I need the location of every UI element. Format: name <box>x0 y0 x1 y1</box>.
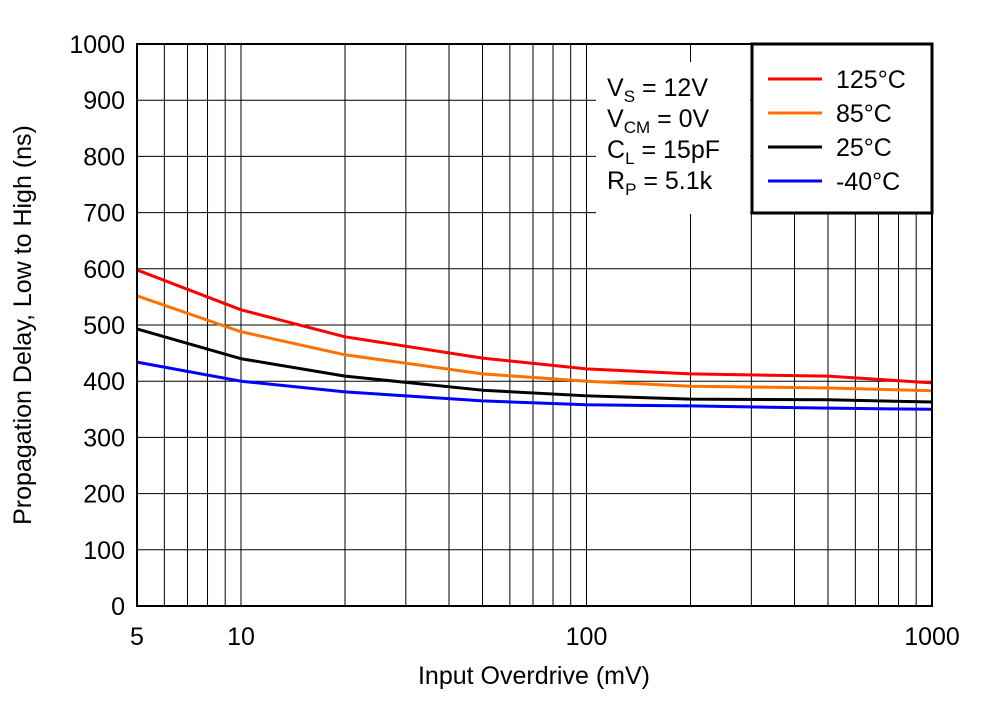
x-tick-label: 1000 <box>904 623 960 651</box>
y-tick-label: 800 <box>83 143 125 171</box>
x-tick-label: 10 <box>227 623 255 651</box>
series-lines <box>136 268 933 411</box>
x-tick-label: 5 <box>130 623 144 651</box>
legend: 125°C 85°C 25°C -40°C <box>750 42 934 215</box>
y-tick-label: 400 <box>83 368 125 396</box>
y-tick-label: 600 <box>83 256 125 284</box>
annotation-background <box>596 62 750 214</box>
series-line--40C <box>136 360 933 411</box>
y-tick-label: 1000 <box>69 31 125 59</box>
legend-box <box>750 42 934 215</box>
y-tick-label: 500 <box>83 312 125 340</box>
plot-border <box>136 43 933 607</box>
annotation-line: VS = 12V <box>607 74 708 106</box>
y-tick-label: 100 <box>83 537 125 565</box>
legend-label: 85°C <box>836 100 892 128</box>
y-tick-label: 300 <box>83 424 125 452</box>
series-line-125C <box>136 268 933 385</box>
legend-label: -40°C <box>836 168 900 196</box>
annotation-line: VCM = 0V <box>607 105 710 137</box>
x-tick-label: 100 <box>566 623 608 651</box>
x-tick-labels: 5 10 100 1000 <box>130 623 960 651</box>
y-tick-label: 900 <box>83 87 125 115</box>
legend-label: 125°C <box>836 66 906 94</box>
series-line-25C <box>136 327 933 404</box>
y-tick-label: 0 <box>111 593 125 621</box>
y-tick-label: 200 <box>83 481 125 509</box>
y-axis-label: Propagation Delay, Low to High (ns) <box>9 125 37 525</box>
x-axis-label: Input Overdrive (mV) <box>418 662 650 690</box>
series-line-85C <box>136 294 933 393</box>
legend-label: 25°C <box>836 134 892 162</box>
annotation-line: CL = 15pF <box>607 136 720 168</box>
annotation-line: RP = 5.1k <box>607 167 713 199</box>
y-tick-label: 700 <box>83 200 125 228</box>
y-tick-labels: 0 100 200 300 400 500 600 700 800 900 1000 <box>69 31 125 621</box>
